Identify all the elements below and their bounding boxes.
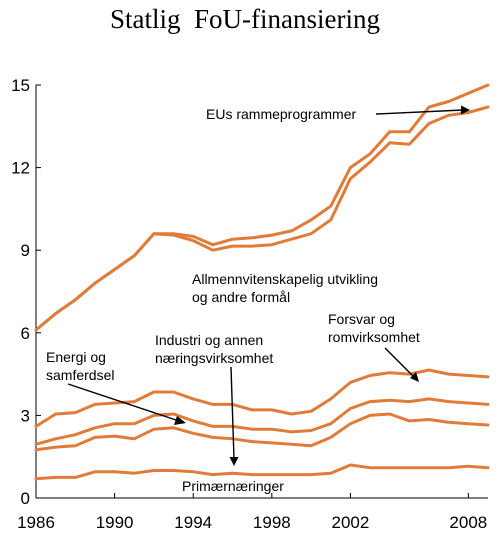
series-line-5	[34, 412, 490, 452]
arrow-industry	[229, 366, 239, 466]
arrow-defence	[384, 347, 419, 382]
annotation-industry: Industri og annen næringsvirksomhet	[155, 332, 273, 366]
annotation-defence-line-1: Forsvar og	[328, 311, 395, 327]
annotation-eu: EUs rammeprogrammer	[206, 106, 356, 122]
y-tick-label: 15	[11, 76, 30, 95]
annotation-primary-line-1: Primærnæringer	[182, 478, 284, 494]
annotation-energy-line-2: samferdsel	[46, 367, 114, 383]
x-tick-label: 1986	[17, 513, 55, 532]
x-tick-label: 1994	[174, 513, 212, 532]
x-tick-label: 1990	[96, 513, 134, 532]
series-line-4	[34, 397, 490, 446]
annotation-general: Allmennvitenskapelig utvikling og andre …	[192, 271, 378, 305]
chart-title: Statlig FoU-finansiering	[110, 4, 380, 34]
annotation-eu-line-1: EUs rammeprogrammer	[206, 106, 356, 122]
y-tick-label: 9	[21, 241, 30, 260]
annotation-defence: Forsvar og romvirksomhet	[328, 311, 420, 345]
annotation-energy: Energi og samferdsel	[46, 349, 114, 383]
x-tick-label: 2002	[332, 513, 370, 532]
arrow-eu	[375, 105, 470, 115]
y-tick-label: 12	[11, 159, 30, 178]
series-line-3	[34, 368, 490, 428]
series-line-2	[34, 105, 490, 332]
y-tick-label: 0	[21, 489, 30, 508]
annotation-primary: Primærnæringer	[182, 478, 284, 494]
x-tick-label: 1998	[253, 513, 291, 532]
arrow-energy	[67, 383, 186, 425]
series-lines	[34, 83, 490, 481]
y-tick-label: 3	[21, 406, 30, 425]
series-line-6	[34, 463, 490, 481]
annotation-general-line-1: Allmennvitenskapelig utvikling	[192, 271, 378, 287]
annotation-arrows	[67, 105, 470, 466]
annotation-defence-line-2: romvirksomhet	[328, 329, 420, 345]
y-ticks: 0 3 6 9 12 15	[11, 76, 41, 508]
annotation-industry-line-2: næringsvirksomhet	[155, 350, 273, 366]
annotation-energy-line-1: Energi og	[46, 349, 106, 365]
y-tick-label: 6	[21, 324, 30, 343]
x-tick-label: 2008	[449, 513, 487, 532]
x-ticks: 1986 1990 1994 1998 2002 2008	[17, 493, 487, 532]
annotation-general-line-2: og andre formål	[192, 289, 290, 305]
annotation-industry-line-1: Industri og annen	[155, 332, 263, 348]
